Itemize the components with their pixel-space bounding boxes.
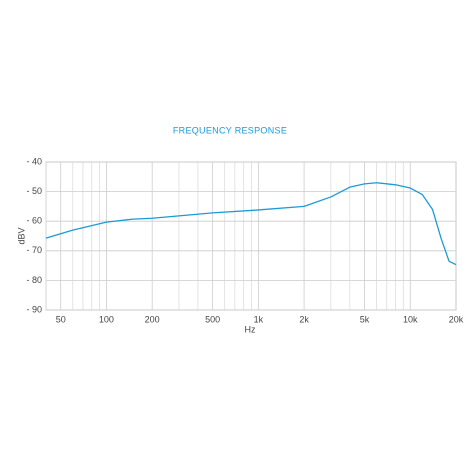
y-tick-label: - 40: [26, 156, 42, 166]
y-tick-label: - 90: [26, 304, 42, 314]
x-tick-label: 1k: [254, 314, 264, 324]
x-tick-label: 200: [145, 314, 160, 324]
x-tick-label: 100: [99, 314, 114, 324]
y-tick-label: - 60: [26, 216, 42, 226]
x-tick-label: 500: [205, 314, 220, 324]
x-tick-label: 10k: [403, 314, 418, 324]
response-curve: [45, 182, 457, 266]
x-tick-label: 50: [56, 314, 66, 324]
y-tick-label: - 80: [26, 275, 42, 285]
y-tick-label: - 70: [26, 245, 42, 255]
x-tick-label: 20k: [449, 314, 464, 324]
chart-title: FREQUENCY RESPONSE: [173, 125, 287, 135]
x-tick-label: 2k: [299, 314, 309, 324]
x-axis-label: Hz: [245, 324, 256, 334]
y-tick-label: - 50: [26, 186, 42, 196]
y-axis-label: dBV: [16, 227, 26, 244]
x-tick-label: 5k: [360, 314, 370, 324]
